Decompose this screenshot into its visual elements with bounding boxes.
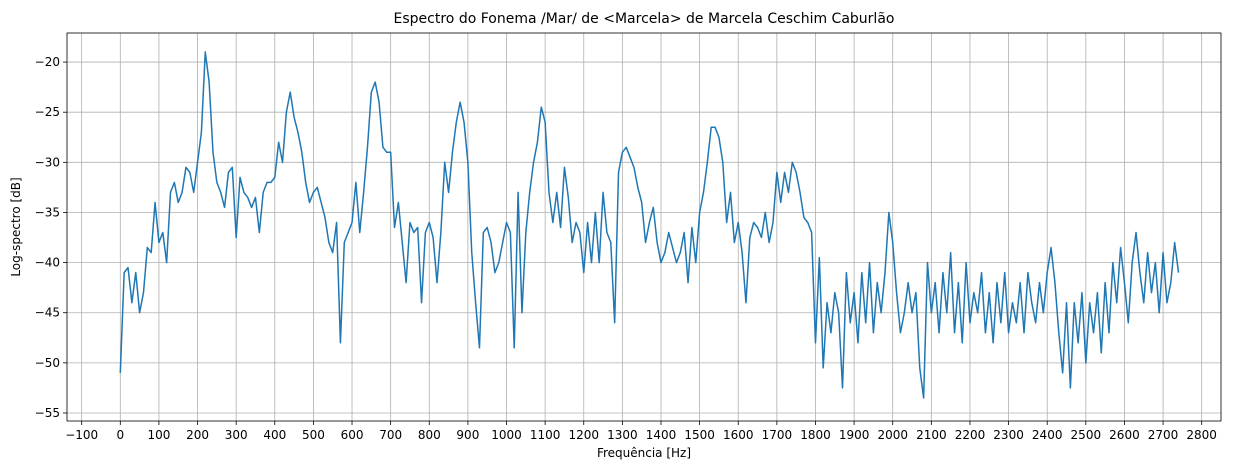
x-tick-label: 1400 <box>646 428 677 442</box>
x-tick-label: 800 <box>418 428 441 442</box>
x-tick-label: 100 <box>147 428 170 442</box>
y-tick-label: −55 <box>35 406 60 420</box>
x-tick-label: 1700 <box>762 428 793 442</box>
x-tick-label: 600 <box>341 428 364 442</box>
y-tick-label: −50 <box>35 356 60 370</box>
x-tick-label: 1300 <box>607 428 638 442</box>
x-tick-label: 1000 <box>491 428 522 442</box>
x-tick-label: 2500 <box>1071 428 1102 442</box>
x-tick-label: 0 <box>116 428 124 442</box>
plot-frame <box>66 32 1222 422</box>
x-tick-label: −100 <box>65 428 98 442</box>
y-tick-label: −25 <box>35 105 60 119</box>
x-tick-label: 2300 <box>993 428 1024 442</box>
y-tick-label: −45 <box>35 306 60 320</box>
chart-title: Espectro do Fonema /Mar/ de <Marcela> de… <box>394 11 895 27</box>
x-tick-label: 1800 <box>800 428 831 442</box>
x-tick-label: 2400 <box>1032 428 1063 442</box>
y-tick-label: −20 <box>35 55 60 69</box>
y-tick-label: −35 <box>35 205 60 219</box>
x-tick-label: 400 <box>263 428 286 442</box>
x-tick-label: 2100 <box>916 428 947 442</box>
x-tick-label: 1900 <box>839 428 870 442</box>
x-tick-label: 300 <box>225 428 248 442</box>
x-tick-label: 2000 <box>877 428 908 442</box>
x-tick-label: 1200 <box>568 428 599 442</box>
x-axis-label: Frequência [Hz] <box>597 446 691 460</box>
x-tick-label: 500 <box>302 428 325 442</box>
x-tick-label: 1600 <box>723 428 754 442</box>
x-tick-label: 900 <box>456 428 479 442</box>
x-tick-label: 1100 <box>530 428 561 442</box>
x-tick-label: 700 <box>379 428 402 442</box>
x-tick-label: 1500 <box>684 428 715 442</box>
x-tick-label: 2700 <box>1148 428 1179 442</box>
x-tick-label: 200 <box>186 428 209 442</box>
x-tick-label: 2200 <box>955 428 986 442</box>
x-tick-label: 2800 <box>1186 428 1217 442</box>
spectrum-line <box>119 51 1180 399</box>
y-tick-label: −30 <box>35 155 60 169</box>
y-tick-label: −40 <box>35 256 60 270</box>
x-tick-label: 2600 <box>1109 428 1140 442</box>
y-axis-label: Log-spectro [dB] <box>9 177 23 276</box>
